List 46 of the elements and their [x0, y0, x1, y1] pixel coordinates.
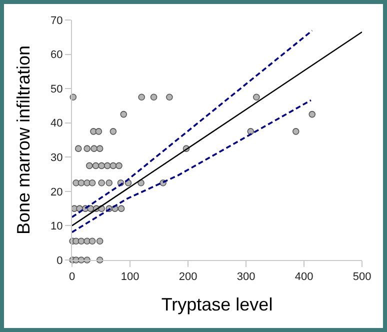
point — [253, 94, 260, 101]
point — [78, 238, 85, 245]
line-series — [72, 30, 314, 218]
point — [78, 179, 85, 186]
point — [166, 94, 173, 101]
point — [110, 162, 117, 170]
point — [96, 145, 104, 152]
y-axis-title: Bone marrow infiltration — [14, 45, 34, 235]
x-tick-label: 300 — [236, 271, 256, 284]
point — [292, 128, 300, 135]
point — [104, 162, 111, 170]
point — [118, 205, 125, 212]
y-tick-label: 70 — [50, 14, 63, 27]
point — [95, 128, 102, 135]
point — [96, 238, 104, 245]
y-tick-label: 20 — [50, 186, 63, 198]
point — [120, 110, 128, 118]
line-series — [72, 99, 312, 234]
x-tick-label: 500 — [352, 271, 372, 284]
y-tick-label: 40 — [50, 118, 63, 130]
y-tick-label: 60 — [50, 49, 63, 62]
point — [98, 162, 105, 170]
x-axis-title: Tryptase level — [161, 294, 273, 314]
point — [90, 145, 98, 152]
y-tick-label: 0 — [56, 254, 63, 267]
point — [84, 145, 90, 152]
point — [110, 128, 117, 135]
point — [308, 110, 316, 118]
y-tick-label: 30 — [50, 152, 63, 164]
point — [88, 179, 96, 186]
point — [86, 162, 93, 170]
y-tick-label: 10 — [50, 220, 63, 233]
point — [150, 94, 158, 101]
point — [138, 94, 145, 101]
y-tick-label: 50 — [50, 83, 63, 96]
point — [92, 162, 100, 170]
point — [88, 238, 96, 245]
point — [116, 162, 122, 170]
point — [98, 179, 105, 186]
point — [247, 128, 254, 135]
x-tick-label: 0 — [68, 271, 76, 284]
x-tick-label: 400 — [294, 271, 314, 284]
point — [74, 145, 82, 152]
point — [106, 179, 113, 186]
x-tick-label: 100 — [120, 271, 140, 284]
x-tick-label: 200 — [178, 271, 198, 284]
